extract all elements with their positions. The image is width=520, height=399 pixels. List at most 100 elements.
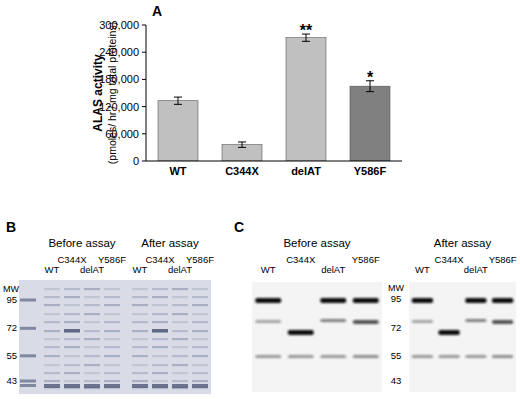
x-axis xyxy=(146,161,402,162)
gel-band xyxy=(84,346,100,348)
blot-band xyxy=(255,320,281,323)
y-tick xyxy=(142,161,146,162)
y-axis-label: ALAS activity xyxy=(91,54,105,132)
blot-band xyxy=(320,355,346,358)
gel-band xyxy=(192,288,208,290)
gel-band xyxy=(152,364,168,366)
mw-value: 55 xyxy=(6,350,17,361)
group-label: After assay xyxy=(434,237,492,249)
gel-band xyxy=(44,355,60,357)
gel-band xyxy=(44,330,60,332)
gel-band xyxy=(64,338,80,340)
gel-band xyxy=(132,321,148,323)
lane-label: Y586F xyxy=(98,254,126,265)
gel-band xyxy=(84,338,100,340)
gel-band xyxy=(44,288,60,290)
gel-band xyxy=(172,380,188,382)
error-cap xyxy=(174,104,182,105)
gel-band xyxy=(192,372,208,374)
plot-area xyxy=(158,34,390,161)
gel-band xyxy=(64,355,80,357)
lane-label: C344X xyxy=(435,254,465,265)
ladder-band xyxy=(20,299,36,302)
gel-band xyxy=(152,380,168,382)
gel-band xyxy=(132,330,148,332)
gel-band xyxy=(104,321,120,323)
gel-band xyxy=(44,384,60,388)
gel-band xyxy=(152,321,168,323)
gel-band xyxy=(192,330,208,332)
mw-value: 43 xyxy=(391,375,402,386)
gel-band xyxy=(104,313,120,315)
gel-band xyxy=(64,372,80,374)
lane-label: WT xyxy=(261,264,276,275)
gel-band xyxy=(84,384,100,388)
y-tick-label: 60,000 xyxy=(105,128,139,140)
gel-band xyxy=(84,380,100,382)
blot-band xyxy=(438,330,459,335)
gel-band xyxy=(44,364,60,366)
gel-band xyxy=(84,355,100,357)
mw-value: 55 xyxy=(391,350,402,361)
gel-band xyxy=(192,338,208,340)
gel-band xyxy=(192,321,208,323)
gel-band xyxy=(132,380,148,382)
gel-band xyxy=(132,304,148,306)
group-label: Before assay xyxy=(48,237,115,249)
gel-band xyxy=(104,384,120,388)
y-tick xyxy=(142,106,146,107)
gel-band xyxy=(84,330,100,332)
gel-band xyxy=(192,380,208,382)
ladder-band xyxy=(20,380,36,383)
gel-band xyxy=(172,304,188,306)
error-stem xyxy=(242,142,243,147)
gel-band xyxy=(44,346,60,348)
ladder-band xyxy=(20,384,36,387)
blot-band xyxy=(465,298,486,303)
bar xyxy=(158,101,198,161)
gel-band xyxy=(64,364,80,366)
blot-band xyxy=(438,355,459,358)
gel-band xyxy=(84,364,100,366)
gel xyxy=(19,280,211,394)
blot xyxy=(252,282,382,392)
significance: * xyxy=(367,69,374,86)
lane-label: Y586F xyxy=(186,254,214,265)
gel-band xyxy=(104,346,120,348)
gel-band xyxy=(64,288,80,290)
mw-value: 72 xyxy=(391,322,402,333)
gel-band xyxy=(132,338,148,340)
gel-band xyxy=(172,364,188,366)
error-bar xyxy=(238,142,246,147)
gel-band xyxy=(84,296,100,298)
blot-band xyxy=(288,330,314,335)
blot-band xyxy=(255,298,281,303)
lane-label: Y586F xyxy=(352,254,380,265)
lane-label: delAT xyxy=(168,264,192,275)
gel-band xyxy=(104,355,120,357)
y-tick xyxy=(142,52,146,53)
gel-band xyxy=(152,313,168,315)
panel-label: A xyxy=(152,3,162,19)
gel-band xyxy=(104,330,120,332)
y-tick-label: 240,000 xyxy=(99,46,139,58)
gel-band xyxy=(132,346,148,348)
gel-band xyxy=(152,372,168,374)
significance: ** xyxy=(300,22,313,39)
error-cap xyxy=(366,91,374,92)
panel-label: B xyxy=(6,219,16,235)
gel-band xyxy=(44,296,60,298)
group-label: Before assay xyxy=(283,237,350,249)
gel-band xyxy=(152,338,168,340)
gel-band xyxy=(64,384,80,388)
gel-band xyxy=(64,329,80,333)
blot-band xyxy=(465,355,486,358)
gel-band xyxy=(192,355,208,357)
lane-label: C344X xyxy=(286,254,316,265)
gel-band xyxy=(64,321,80,323)
gel-band xyxy=(152,384,168,388)
error-cap xyxy=(238,147,246,148)
gel-band xyxy=(64,296,80,298)
gel-band xyxy=(84,304,100,306)
y-tick xyxy=(142,25,146,26)
